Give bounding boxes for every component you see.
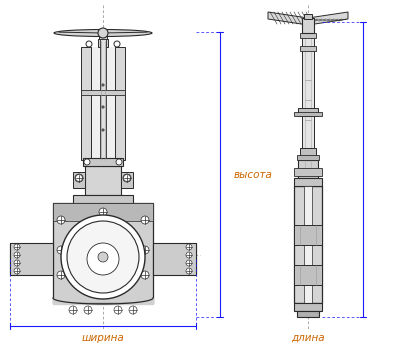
Bar — [294, 178, 322, 186]
Bar — [53, 203, 153, 221]
Circle shape — [123, 174, 131, 182]
Bar — [304, 14, 312, 19]
Bar — [73, 195, 133, 203]
Circle shape — [14, 252, 20, 258]
Bar — [300, 33, 316, 38]
Bar — [294, 112, 322, 116]
Circle shape — [14, 260, 20, 266]
Circle shape — [14, 244, 20, 250]
Bar — [153, 243, 196, 275]
Circle shape — [57, 246, 65, 254]
Bar — [73, 172, 85, 188]
Circle shape — [84, 159, 90, 165]
Circle shape — [116, 159, 122, 165]
Circle shape — [102, 84, 104, 86]
Bar — [91, 47, 115, 160]
Circle shape — [186, 260, 192, 266]
Bar — [298, 160, 318, 178]
Circle shape — [186, 244, 192, 250]
Circle shape — [114, 306, 122, 314]
Bar — [10, 243, 53, 275]
Circle shape — [99, 208, 107, 216]
Circle shape — [86, 41, 92, 47]
Bar — [302, 33, 314, 175]
Circle shape — [141, 216, 149, 224]
Bar — [115, 47, 125, 160]
Circle shape — [186, 252, 192, 258]
Circle shape — [76, 174, 82, 182]
Bar — [83, 158, 123, 166]
Ellipse shape — [54, 29, 152, 36]
Bar — [99, 36, 107, 42]
Polygon shape — [268, 12, 308, 25]
Bar — [85, 166, 121, 195]
Circle shape — [141, 246, 149, 254]
Bar — [300, 46, 316, 51]
Bar — [297, 155, 319, 160]
Circle shape — [129, 306, 137, 314]
Circle shape — [69, 306, 77, 314]
Circle shape — [87, 243, 119, 275]
Circle shape — [57, 271, 65, 279]
Circle shape — [114, 41, 120, 47]
Bar — [302, 18, 314, 33]
Circle shape — [67, 221, 139, 293]
Polygon shape — [308, 12, 348, 25]
Bar — [297, 311, 319, 317]
Circle shape — [141, 271, 149, 279]
Circle shape — [14, 268, 20, 274]
Bar — [294, 225, 322, 245]
Bar — [81, 47, 91, 160]
Circle shape — [186, 268, 192, 274]
Text: длина: длина — [291, 333, 325, 343]
Bar — [298, 108, 318, 116]
Circle shape — [98, 252, 108, 262]
Bar — [294, 303, 322, 311]
Circle shape — [102, 129, 104, 131]
Circle shape — [124, 174, 130, 182]
Circle shape — [75, 174, 83, 182]
Text: ширина: ширина — [82, 333, 124, 343]
Bar — [294, 186, 322, 303]
Circle shape — [102, 106, 104, 108]
Bar — [98, 39, 108, 47]
Bar — [121, 172, 133, 188]
Circle shape — [57, 216, 65, 224]
Circle shape — [84, 306, 92, 314]
Bar — [81, 90, 125, 95]
Bar — [53, 203, 153, 303]
Bar — [300, 148, 316, 156]
Bar — [304, 186, 312, 303]
Bar — [294, 265, 322, 285]
Circle shape — [98, 28, 108, 38]
Bar — [294, 168, 322, 176]
Bar — [100, 39, 106, 161]
Circle shape — [61, 215, 145, 299]
Text: высота: высота — [234, 170, 273, 180]
